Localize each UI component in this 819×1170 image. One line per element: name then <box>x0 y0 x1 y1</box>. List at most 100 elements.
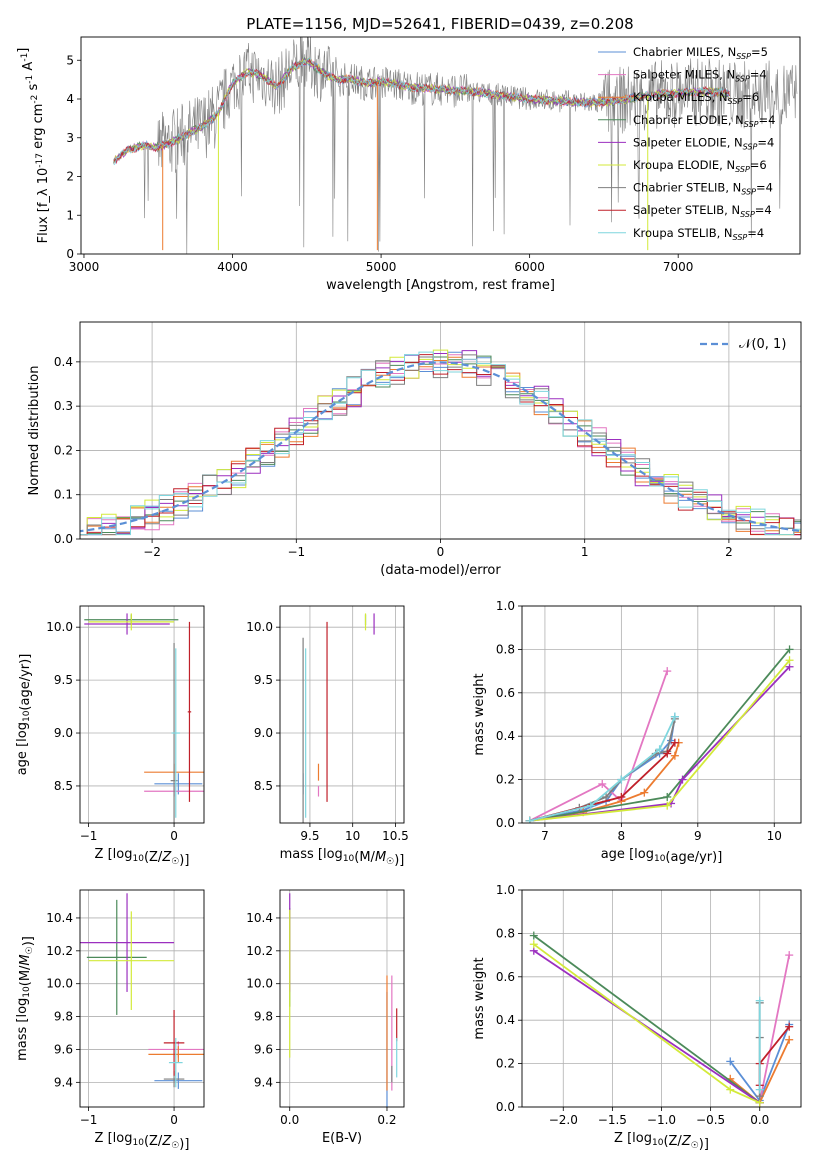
legend-entry: Chabrier STELIB, NSSP=4 <box>633 181 773 197</box>
errorbar-point <box>86 899 147 1015</box>
weight-marker <box>785 1035 794 1044</box>
tick-label-y: 0.4 <box>496 729 515 743</box>
tick-label-x: 9 <box>694 829 702 843</box>
tick-label-y: 0.8 <box>496 642 515 656</box>
axes-frame <box>279 889 405 1108</box>
x-axis-label: Z [log10(Z/Z☉)] <box>95 1131 190 1152</box>
legend-entry: Chabrier MILES, NSSP=5 <box>633 45 768 61</box>
panel-residual_histogram: −2 −1 0 1 2 0.0 0.1 0.2 0.3 0.4 (data-model)/error… <box>27 321 802 578</box>
model-line <box>113 57 730 166</box>
tick-label-y: 0.6 <box>496 970 515 984</box>
tick-label-y: 10.0 <box>46 620 73 634</box>
y-axis-label: mass weight <box>472 673 487 755</box>
errorbar-point <box>168 1037 183 1088</box>
weight-marker <box>617 792 626 801</box>
tick-label-x: 0 <box>170 1113 178 1127</box>
histogram-step <box>80 354 801 536</box>
tick-label-y: 10.2 <box>46 944 73 958</box>
tick-label-y: 1.0 <box>496 883 515 897</box>
plot-area <box>302 613 375 823</box>
plot-area <box>113 37 798 254</box>
weight-marker <box>785 656 794 665</box>
legend-entry: Chabrier ELODIE, NSSP=4 <box>633 113 775 129</box>
tick-label-y: 0.2 <box>496 1057 515 1071</box>
tick-label-y: 8.5 <box>54 779 73 793</box>
weight-marker <box>670 712 679 721</box>
plot-area <box>289 893 398 1107</box>
tick-label-y: 4 <box>66 92 74 106</box>
tick-label-x: 3000 <box>69 260 100 274</box>
legend-entry: 𝒩(0, 1) <box>739 337 786 352</box>
tick-label-x: −1 <box>287 545 305 559</box>
plot-area <box>529 931 794 1107</box>
legend-entry: Kroupa STELIB, NSSP=4 <box>633 226 764 242</box>
x-axis-label: wavelength [Angstrom, rest frame] <box>326 278 555 293</box>
tick-label-y: 9.5 <box>54 673 73 687</box>
tick-label-y: 5 <box>66 53 74 67</box>
panel-mass_weight_vs_Z: −2.0 −1.5 −1.0 −0.5 0.0 0.0 0.2 0.4 0.6 0.8 1.0 Z [… <box>472 883 802 1152</box>
tick-label-y: 10.0 <box>46 977 73 991</box>
weight-line <box>758 954 791 1103</box>
model-line <box>113 58 730 161</box>
tick-label-y: 0.1 <box>54 488 73 502</box>
weight-marker <box>663 667 672 676</box>
tick-label-y: 0.2 <box>496 773 515 787</box>
tick-label-x: 9.5 <box>300 829 319 843</box>
tick-label-y: 0.4 <box>496 1013 515 1027</box>
x-axis-label: (data-model)/error <box>380 563 501 578</box>
normal-curve <box>80 361 801 533</box>
errorbar-point <box>187 621 192 802</box>
tick-label-x: −1 <box>80 829 98 843</box>
weight-marker <box>617 775 626 784</box>
histogram-step <box>80 351 801 536</box>
legend: Chabrier MILES, NSSP=5 Salpeter MILES, NS… <box>598 45 775 242</box>
tick-label-y: 0.4 <box>54 355 73 369</box>
tick-label-x: 1 <box>581 545 589 559</box>
x-axis-label: E(B-V) <box>322 1131 362 1146</box>
tick-label-y: 0.0 <box>496 1100 515 1114</box>
tick-label-x: −2.0 <box>549 1113 578 1127</box>
panel-age_vs_Z: −1 0 8.5 9.0 9.5 10.0 Z [log10(Z/Z☉)] age [log1… <box>15 605 205 868</box>
tick-label-y: 0.0 <box>54 532 73 546</box>
tick-label-x: −2 <box>143 545 161 559</box>
model-line <box>113 58 730 164</box>
tick-label-y: 0.2 <box>54 443 73 457</box>
tick-label-x: 6000 <box>514 260 545 274</box>
tick-label-x: 0.0 <box>280 1113 299 1127</box>
tick-label-y: 9.5 <box>254 673 273 687</box>
tick-label-x: 0.2 <box>377 1113 396 1127</box>
y-axis-label: Flux [f_λ 10-17 erg cm-2 s-1 A-1] <box>16 48 51 244</box>
legend: 𝒩(0, 1) <box>700 337 786 352</box>
x-axis-label: age [log10(age/yr)] <box>601 847 723 865</box>
tick-label-y: 9.6 <box>54 1042 73 1056</box>
plot-area <box>80 893 204 1089</box>
tick-label-x: 7000 <box>663 260 694 274</box>
tick-label-y: 9.6 <box>254 1042 273 1056</box>
x-axis-label: Z [log10(Z/Z☉)] <box>95 847 190 868</box>
weight-marker <box>670 738 679 747</box>
axes-frame <box>79 889 205 1108</box>
weight-line <box>533 934 761 1104</box>
tick-label-x: 10.5 <box>382 829 409 843</box>
weight-marker <box>529 931 538 940</box>
panel-mass_weight_vs_age: 7 8 9 10 0.0 0.2 0.4 0.6 0.8 1.0 age [log10(age/yr… <box>472 599 802 865</box>
tick-label-y: 9.0 <box>54 726 73 740</box>
tick-label-x: 10 <box>767 829 782 843</box>
errorbar-point <box>84 613 170 635</box>
errorbar-point <box>148 1046 204 1063</box>
weight-line <box>529 659 791 822</box>
legend-entry: Salpeter STELIB, NSSP=4 <box>633 203 772 219</box>
weight-marker <box>670 751 679 760</box>
tick-label-x: −1.0 <box>647 1113 676 1127</box>
weight-marker <box>602 792 611 801</box>
weight-marker <box>655 745 664 754</box>
histogram-step <box>80 355 801 536</box>
weight-marker <box>785 1022 794 1031</box>
tick-label-y: 0.8 <box>496 926 515 940</box>
tick-label-x: 8 <box>618 829 626 843</box>
panel-mass_vs_EBV: 0.0 0.2 9.4 9.6 9.8 10.0 10.2 10.4 E(B-V) <box>246 889 405 1146</box>
tick-label-x: 10 <box>345 829 360 843</box>
errorbar-point <box>170 643 178 823</box>
axes-frame <box>279 605 405 824</box>
